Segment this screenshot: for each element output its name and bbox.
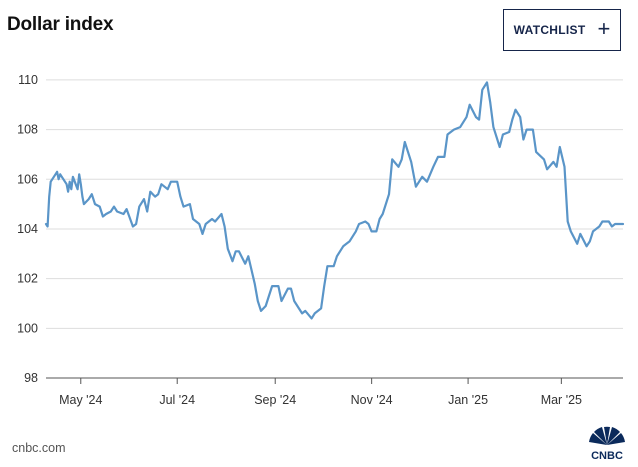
x-tick-label: Nov '24 xyxy=(351,393,393,407)
y-tick-label: 100 xyxy=(17,321,38,335)
watchlist-label: WATCHLIST xyxy=(513,23,586,37)
x-tick-label: Jul '24 xyxy=(159,393,195,407)
y-tick-label: 106 xyxy=(17,172,38,186)
x-tick-label: May '24 xyxy=(59,393,102,407)
source-label: cnbc.com xyxy=(12,441,66,455)
y-tick-label: 104 xyxy=(17,222,38,236)
y-tick-label: 108 xyxy=(17,123,38,137)
plus-icon: + xyxy=(597,16,611,41)
y-tick-label: 110 xyxy=(18,73,38,87)
y-tick-label: 102 xyxy=(17,272,38,286)
y-tick-label: 98 xyxy=(24,371,38,385)
series-line xyxy=(44,81,625,320)
cnbc-peacock-logo: CNBC xyxy=(589,426,625,461)
logo-text: CNBC xyxy=(591,450,623,461)
watchlist-button[interactable]: WATCHLIST + xyxy=(503,9,621,51)
chart-title: Dollar index xyxy=(7,14,114,35)
x-tick-label: Mar '25 xyxy=(541,393,582,407)
x-tick-label: Sep '24 xyxy=(254,393,296,407)
x-tick-label: Jan '25 xyxy=(448,393,488,407)
gridlines xyxy=(46,79,623,379)
y-axis: 98 100 102 104 106 108 110 xyxy=(17,73,38,385)
x-axis: May '24 Jul '24 Sep '24 Nov '24 Jan '25 Mar '… xyxy=(46,377,623,407)
series-layer xyxy=(44,81,625,320)
dollar-index-chart: 98 100 102 104 106 108 110 May '24 Jul '24 Sep '… xyxy=(17,73,625,407)
